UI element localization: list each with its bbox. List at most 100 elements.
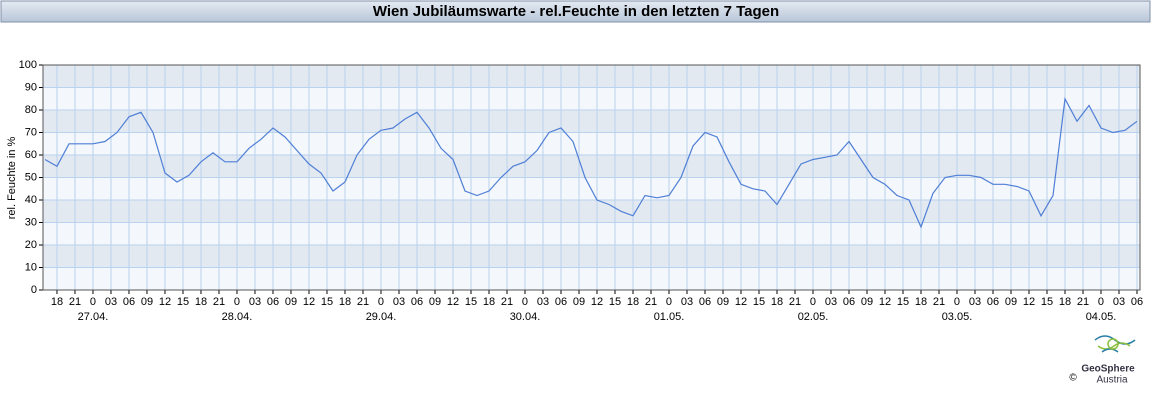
- grid-band: [43, 222, 1140, 245]
- x-tick-label: 12: [159, 296, 171, 308]
- x-tick-label: 06: [123, 296, 135, 308]
- x-tick-label: 18: [51, 296, 63, 308]
- date-label: 04.05.: [1086, 311, 1117, 323]
- x-tick-label: 15: [465, 296, 477, 308]
- x-tick-label: 15: [177, 296, 189, 308]
- x-tick-label: 0: [522, 296, 528, 308]
- title-bar: [0, 0, 1151, 23]
- x-tick-label: 03: [969, 296, 981, 308]
- date-label: 27.04.: [78, 311, 109, 323]
- x-tick-label: 21: [357, 296, 369, 308]
- x-tick-label: 12: [591, 296, 603, 308]
- x-tick-label: 06: [843, 296, 855, 308]
- y-tick-label: 10: [25, 261, 37, 273]
- grid-band: [43, 200, 1140, 223]
- x-tick-label: 21: [933, 296, 945, 308]
- x-tick-label: 15: [753, 296, 765, 308]
- x-tick-label: 15: [897, 296, 909, 308]
- date-label: 02.05.: [798, 311, 829, 323]
- x-tick-label: 21: [69, 296, 81, 308]
- x-tick-label: 18: [339, 296, 351, 308]
- x-tick-label: 0: [810, 296, 816, 308]
- date-label: 29.04.: [366, 311, 397, 323]
- x-tick-label: 15: [609, 296, 621, 308]
- x-tick-label: 0: [90, 296, 96, 308]
- plot-frame: [42, 64, 1141, 291]
- grid-band: [43, 267, 1140, 290]
- x-tick-label: 21: [213, 296, 225, 308]
- x-tick-label: 0: [234, 296, 240, 308]
- x-tick-label: 03: [393, 296, 405, 308]
- grid-band: [43, 87, 1140, 110]
- y-tick-label: 40: [25, 194, 37, 206]
- logo-icon: [1094, 335, 1136, 353]
- date-label: 03.05.: [942, 311, 973, 323]
- x-tick-label: 15: [1041, 296, 1053, 308]
- x-tick-label: 03: [537, 296, 549, 308]
- x-tick-label: 12: [879, 296, 891, 308]
- x-tick-label: 09: [141, 296, 153, 308]
- y-tick-label: 30: [25, 216, 37, 228]
- y-axis-label: rel. Feuchte in %: [6, 137, 18, 220]
- grid-band: [43, 110, 1140, 133]
- x-tick-label: 18: [627, 296, 639, 308]
- y-tick-label: 70: [25, 126, 37, 138]
- x-tick-label: 09: [285, 296, 297, 308]
- x-tick-label: 06: [987, 296, 999, 308]
- x-tick-label: 21: [645, 296, 657, 308]
- date-label: 28.04.: [222, 311, 253, 323]
- y-tick-label: 50: [25, 171, 37, 183]
- x-tick-label: 06: [555, 296, 567, 308]
- x-tick-label: 06: [411, 296, 423, 308]
- x-tick-label: 18: [771, 296, 783, 308]
- grid-band: [43, 65, 1140, 88]
- grid-band: [43, 155, 1140, 178]
- date-label: 30.04.: [510, 311, 541, 323]
- y-tick-label: 100: [19, 59, 37, 71]
- x-tick-label: 06: [267, 296, 279, 308]
- y-tick-label: 20: [25, 239, 37, 251]
- x-tick-label: 06: [1131, 296, 1143, 308]
- date-label: 01.05.: [654, 311, 685, 323]
- x-tick-label: 06: [699, 296, 711, 308]
- data-line: [44, 96, 1138, 229]
- x-tick-label: 03: [681, 296, 693, 308]
- y-tick-label: 0: [31, 284, 37, 296]
- grid-band: [43, 245, 1140, 268]
- x-tick-label: 0: [1098, 296, 1104, 308]
- x-tick-label: 0: [378, 296, 384, 308]
- x-tick-label: 09: [861, 296, 873, 308]
- x-tick-label: 09: [717, 296, 729, 308]
- x-tick-label: 12: [303, 296, 315, 308]
- x-tick-label: 0: [666, 296, 672, 308]
- y-tick-label: 90: [25, 81, 37, 93]
- x-tick-label: 21: [501, 296, 513, 308]
- y-tick-label: 60: [25, 149, 37, 161]
- x-tick-label: 09: [429, 296, 441, 308]
- x-tick-label: 09: [1005, 296, 1017, 308]
- x-tick-label: 12: [735, 296, 747, 308]
- copyright: ©: [1069, 373, 1077, 384]
- x-tick-label: 21: [1077, 296, 1089, 308]
- logo-text: GeoSphere: [1081, 364, 1135, 375]
- x-tick-label: 15: [321, 296, 333, 308]
- x-tick-label: 18: [915, 296, 927, 308]
- grid-band: [43, 132, 1140, 155]
- y-tick-label: 80: [25, 104, 37, 116]
- x-tick-label: 03: [249, 296, 261, 308]
- x-tick-label: 09: [573, 296, 585, 308]
- x-tick-label: 18: [1059, 296, 1071, 308]
- chart-title: Wien Jubiläumswarte - rel.Feuchte in den…: [373, 3, 779, 20]
- x-tick-label: 03: [105, 296, 117, 308]
- x-tick-label: 03: [1113, 296, 1125, 308]
- x-tick-label: 21: [789, 296, 801, 308]
- x-tick-label: 03: [825, 296, 837, 308]
- logo: GeoSphere Austria ©: [1069, 335, 1136, 386]
- logo-subtext: Austria: [1096, 375, 1128, 386]
- x-tick-label: 12: [447, 296, 459, 308]
- x-tick-label: 0: [954, 296, 960, 308]
- x-tick-label: 18: [195, 296, 207, 308]
- x-tick-label: 12: [1023, 296, 1035, 308]
- x-tick-label: 18: [483, 296, 495, 308]
